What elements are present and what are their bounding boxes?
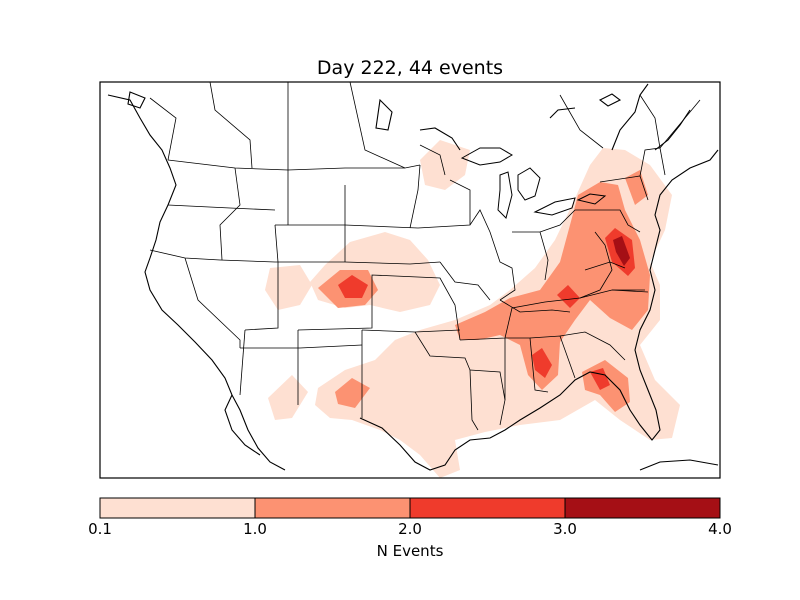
- colorbar-tick-label: 2.0: [398, 520, 422, 538]
- density-level-3: [338, 228, 635, 390]
- colorbar-tick-label: 4.0: [708, 520, 732, 538]
- coastline: [107, 83, 719, 471]
- colorbar-tick-label: 1.0: [243, 520, 267, 538]
- colorbar-tick-label: 3.0: [553, 520, 577, 538]
- map-title: Day 222, 44 events: [316, 57, 504, 79]
- colorbar-title: N Events: [376, 542, 444, 560]
- map-frame: [99, 81, 721, 479]
- great-lakes: [460, 147, 607, 219]
- density-level-2: [318, 170, 650, 412]
- colorbar-tick-label: 0.1: [88, 520, 112, 538]
- colorbar-segment: [100, 498, 255, 518]
- colorbar-segment: [255, 498, 410, 518]
- density-level-4: [613, 236, 630, 266]
- state-boundaries: [149, 82, 701, 431]
- colorbar-segment: [410, 498, 565, 518]
- colorbar-segment: [565, 498, 720, 518]
